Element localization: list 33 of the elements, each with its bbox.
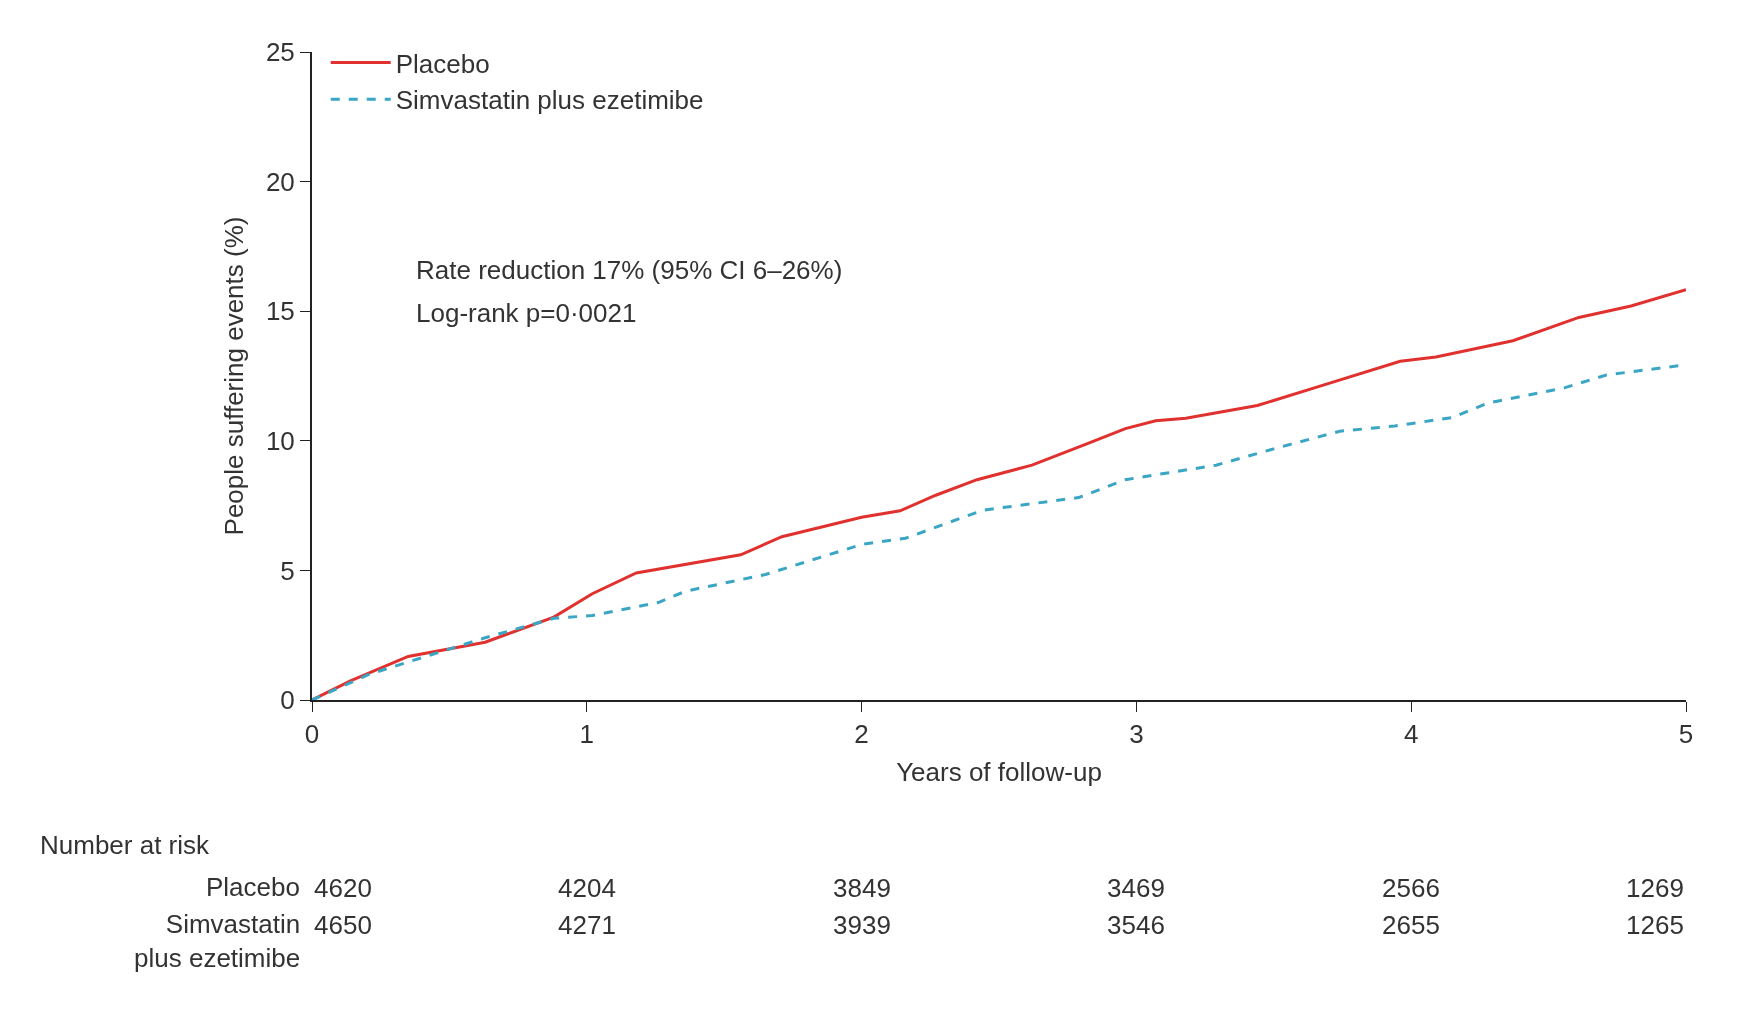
text: Number at risk <box>40 830 211 860</box>
text: 1265 <box>1626 910 1684 940</box>
y-tick-label: 25 <box>265 37 295 68</box>
text: 4650 <box>314 910 372 940</box>
text: 3939 <box>833 910 891 940</box>
text: 3849 <box>833 873 891 903</box>
y-axis-title: People suffering events (%) <box>218 216 249 536</box>
text: 4271 <box>558 910 616 940</box>
y-tick-label: 20 <box>265 166 295 197</box>
y-tick-label: 10 <box>265 425 295 456</box>
text: 4620 <box>314 873 372 903</box>
y-tick-label: 5 <box>280 555 295 586</box>
text: 1269 <box>1626 873 1684 903</box>
text: 3546 <box>1107 910 1165 940</box>
text: Placebo <box>206 872 300 902</box>
text: 3469 <box>1107 873 1165 903</box>
x-tick-label: 1 <box>579 719 595 750</box>
x-tick-label: 5 <box>1678 719 1694 750</box>
legend-label: Placebo <box>395 48 490 79</box>
x-tick-label: 3 <box>1129 719 1144 750</box>
text: 4204 <box>558 873 616 903</box>
text: 2566 <box>1382 873 1440 903</box>
x-axis-title: Years of follow-up <box>896 757 1102 788</box>
annotation: Log-rank p=0·0021 <box>416 298 637 328</box>
text: 2655 <box>1382 910 1440 940</box>
text: Simvastatin plus ezetimibe <box>134 909 301 973</box>
y-tick-label: 15 <box>265 296 295 327</box>
x-tick-label: 4 <box>1403 719 1419 750</box>
x-tick-label: 2 <box>854 719 869 750</box>
y-tick-label: 0 <box>280 685 295 716</box>
x-tick-label: 0 <box>304 719 320 750</box>
annotation: Rate reduction 17% (95% CI 6–26%) <box>416 255 843 285</box>
legend-label: Simvastatin plus ezetimibe <box>395 85 704 116</box>
